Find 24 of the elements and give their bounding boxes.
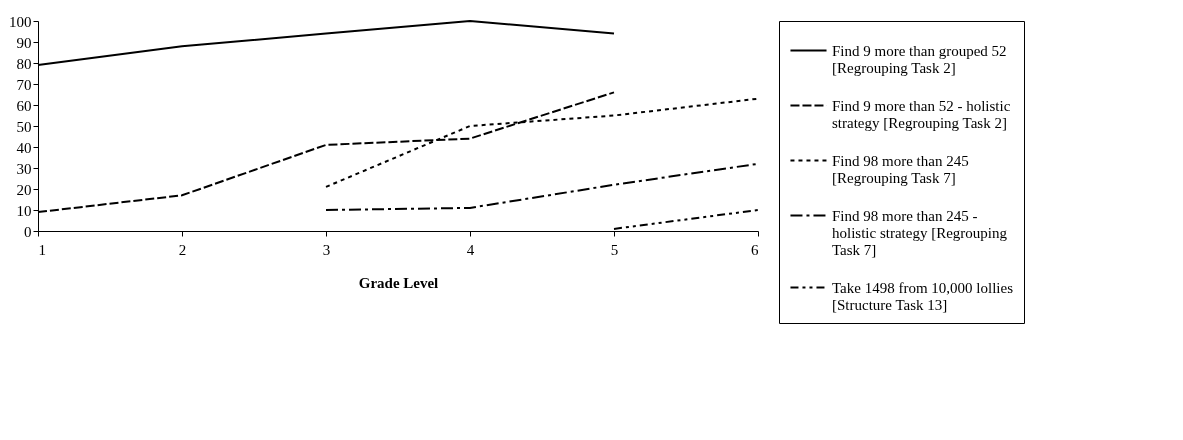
- y-tick-label: 20: [16, 181, 32, 198]
- y-tick-label: 0: [24, 223, 32, 240]
- y-tick-label: 30: [16, 160, 32, 177]
- y-tick-label: 70: [16, 76, 32, 93]
- y-tick-label: 10: [16, 202, 32, 219]
- legend-label: Find 9 more than grouped 52 [Regrouping Task 2]: [832, 42, 1007, 76]
- x-tick-label: 3: [322, 241, 331, 258]
- y-tick-label: 60: [16, 97, 32, 114]
- y-tick-label: 100: [9, 13, 32, 30]
- x-tick-label: 2: [178, 241, 187, 258]
- x-tick-label: 6: [751, 241, 759, 258]
- legend-label: Find 9 more than 52 - holistic strategy [Regrouping Task 2]: [832, 97, 1011, 131]
- x-axis-title: Grade Level: [358, 274, 439, 291]
- y-tick-label: 80: [16, 55, 32, 72]
- legend-label: Find 98 more than 245 - holistic strategy [Regrouping Task 7]: [832, 207, 1008, 258]
- x-tick-label: 4: [466, 241, 475, 258]
- legend-label: Take 1498 from 10,000 lollies [Structure Task 13]: [832, 279, 1014, 313]
- x-tick-label: 1: [38, 241, 46, 258]
- x-tick-label: 5: [610, 241, 619, 258]
- y-tick-label: 40: [16, 139, 32, 156]
- line-series: [325, 162, 759, 211]
- y-tick-label: 50: [16, 118, 32, 135]
- legend-label: Find 98 more than 245 [Regrouping Task 7]: [832, 152, 969, 186]
- y-tick-label: 90: [16, 34, 32, 51]
